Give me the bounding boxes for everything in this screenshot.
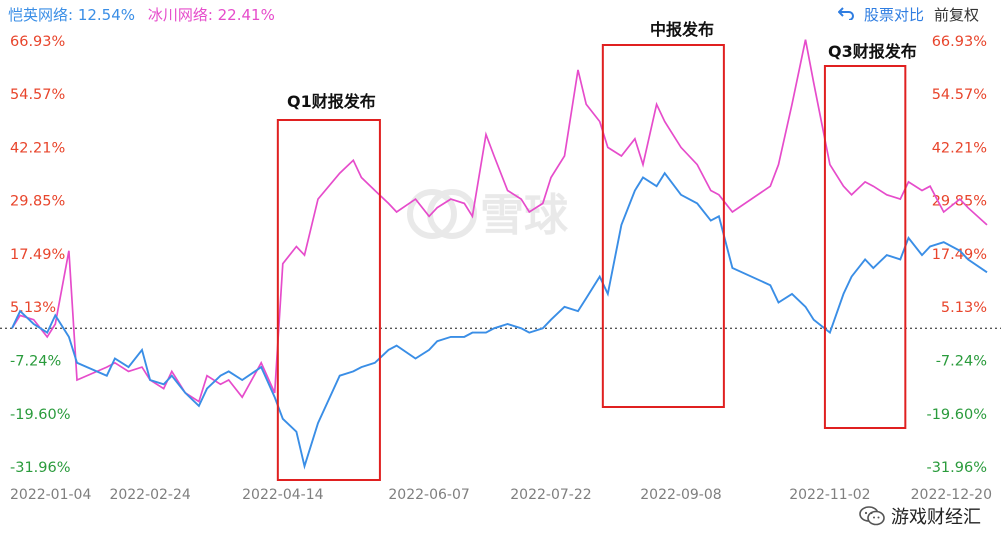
annotation-label: Q1财报发布 (287, 92, 376, 111)
x-axis: 2022-01-04 2022-02-24 2022-04-14 2022-06-07… (10, 487, 992, 503)
undo-arrow-icon[interactable] (837, 6, 854, 24)
y-tick-label-right: -7.24% (936, 354, 987, 370)
y-axis-right: 66.93% 54.57% 42.21% 29.85% 17.49% 5.13% -7.24… (926, 34, 987, 476)
stock-compare-button[interactable]: 股票对比 (863, 6, 924, 24)
y-tick-label-left: 5.13% (10, 300, 56, 316)
watermark-text: 雪球 (480, 190, 569, 241)
y-tick-label-right: 29.85% (932, 194, 987, 210)
wechat-icon (859, 506, 885, 526)
annotation-box (823, 65, 907, 429)
legend-series1: 恺英网络: 12.54% (8, 6, 136, 24)
y-tick-label-left: 42.21% (10, 140, 65, 156)
y-tick-label-left: -31.96% (10, 460, 71, 476)
xueqiu-watermark: 雪球 (407, 189, 569, 241)
annotation-label: Q3财报发布 (828, 42, 917, 61)
y-tick-label-left: 54.57% (10, 87, 65, 103)
data-points (11, 38, 988, 467)
x-tick-label: 2022-01-04 (10, 487, 91, 503)
x-tick-label: 2022-11-02 (789, 487, 870, 503)
y-tick-label-right: 42.21% (932, 140, 987, 156)
account-name: 游戏财经汇 (891, 507, 981, 528)
y-tick-label-left: 29.85% (10, 194, 65, 210)
y-tick-label-left: 17.49% (10, 247, 65, 263)
y-tick-label-left: 66.93% (10, 34, 65, 50)
annotation-box (276, 119, 381, 481)
x-tick-label: 2022-07-22 (510, 487, 591, 503)
legend-series2: 冰川网络: 22.41% (147, 6, 275, 24)
adjust-mode-button[interactable]: 前复权 (933, 6, 979, 24)
y-tick-label-right: -19.60% (926, 407, 987, 423)
x-tick-label: 2022-02-24 (109, 487, 190, 503)
toolbar: 股票对比 前复权 (837, 4, 979, 25)
legend: 恺英网络: 12.54% 冰川网络: 22.41% (8, 4, 275, 25)
y-tick-label-right: 54.57% (932, 87, 987, 103)
annotation-box (601, 44, 725, 408)
annotation-boxes: Q1财报发布 中报发布 Q3财报发布 (276, 20, 917, 481)
x-tick-label: 2022-04-14 (242, 487, 323, 503)
y-tick-label-right: -31.96% (926, 460, 987, 476)
x-tick-label: 2022-09-08 (640, 487, 721, 503)
y-tick-label-right: 5.13% (941, 300, 987, 316)
annotation-label: 中报发布 (650, 20, 714, 39)
x-tick-label: 2022-12-20 (911, 487, 992, 503)
wechat-account: 游戏财经汇 (859, 503, 981, 529)
y-tick-label-right: 66.93% (932, 34, 987, 50)
y-tick-label-left: -7.24% (10, 354, 61, 370)
y-axis-left: 66.93% 54.57% 42.21% 29.85% 17.49% 5.13% -7.24… (10, 34, 71, 476)
series-line-binchuan (11, 39, 988, 403)
y-tick-label-right: 17.49% (932, 247, 987, 263)
x-tick-label: 2022-06-07 (388, 487, 469, 503)
y-tick-label-left: -19.60% (10, 407, 71, 423)
series-line-kaiying (11, 171, 988, 470)
